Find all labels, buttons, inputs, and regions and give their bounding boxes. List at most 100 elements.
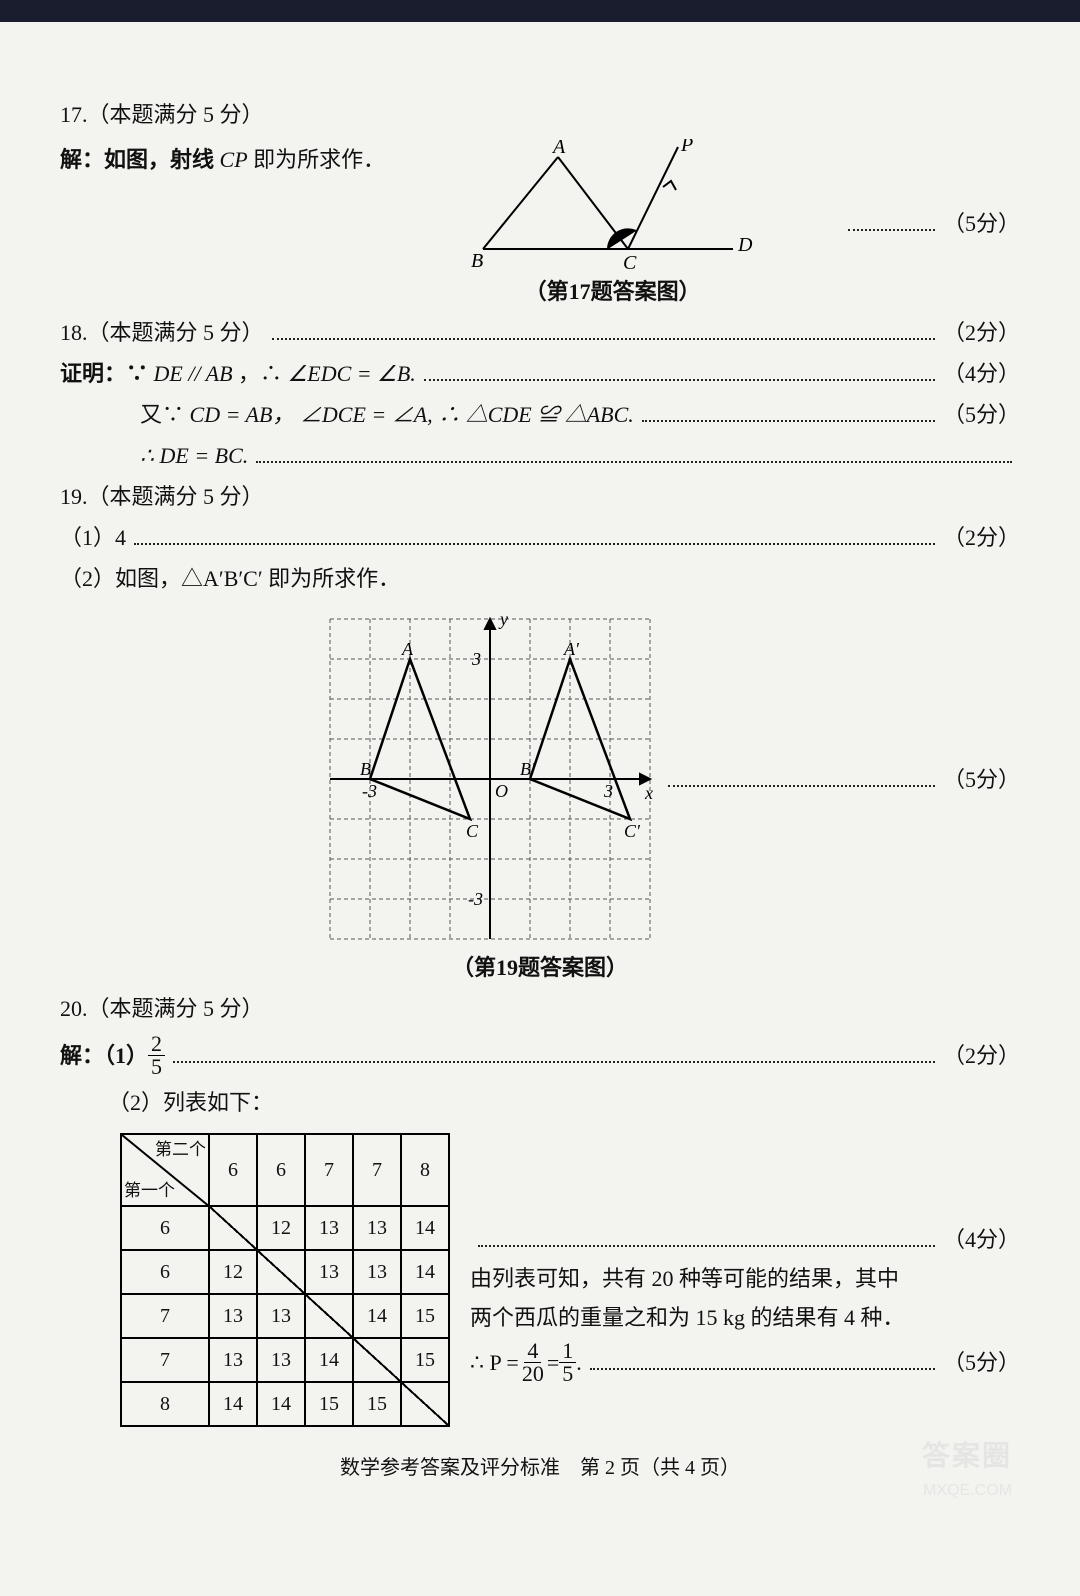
q18-pts-b: （4分） xyxy=(943,357,1020,390)
q20-header-text: 20.（本题满分 5 分） xyxy=(60,992,264,1025)
q19-p2-pts: （5分） xyxy=(943,763,1020,796)
q18-pts-a: （2分） xyxy=(943,316,1020,349)
q19-p1-label: （1） xyxy=(60,525,115,550)
svg-text:A: A xyxy=(401,639,414,659)
svg-text:C′: C′ xyxy=(624,821,641,841)
svg-text:-3: -3 xyxy=(468,889,483,909)
q20-tbl-pts: （4分） xyxy=(943,1223,1020,1256)
dots-icon xyxy=(173,1043,935,1063)
svg-text:3: 3 xyxy=(471,649,481,669)
table-cell: 13 xyxy=(257,1294,305,1338)
q20-concl-pts: （5分） xyxy=(943,1346,1020,1379)
table-cell xyxy=(209,1206,257,1250)
dots-icon xyxy=(134,525,935,545)
q20-concl-pre: ∴ P = xyxy=(470,1346,519,1379)
table-cell: 15 xyxy=(353,1382,401,1426)
q18-l1-pre: 证明：∵ xyxy=(60,361,154,386)
q17-label-C: C xyxy=(623,252,637,274)
q20-p1: 解：（1） 25 （2分） xyxy=(60,1033,1020,1078)
dots-icon xyxy=(272,320,935,340)
table-cell: 12 xyxy=(209,1250,257,1294)
table-cell: 14 xyxy=(401,1206,449,1250)
q17-figure-block: A B C D P （第17题答案图） xyxy=(385,139,840,308)
q18-line2: 又∵ CD = AB， ∠DCE = ∠A, ∴ △CDE ≌ △ABC. （5… xyxy=(60,398,1020,431)
dots-icon xyxy=(478,1227,935,1247)
q19-p2: （2）如图，△A′B′C′ 即为所求作． xyxy=(60,562,400,595)
svg-text:O: O xyxy=(495,781,508,801)
svg-text:B′: B′ xyxy=(520,759,536,779)
q20-table: 第二个第一个6677861213131461213131471313141571… xyxy=(120,1133,450,1427)
q17-points: （5分） xyxy=(943,207,1020,240)
dots-icon xyxy=(256,443,1012,463)
q20-f2d: 5 xyxy=(559,1363,576,1385)
q17-label-B: B xyxy=(471,250,483,272)
q20-p1-pts: （2分） xyxy=(943,1039,1020,1072)
q19-figure-block: ABC A′B′C′ O xy -33 3-3 xyxy=(320,609,660,949)
q18-l1-a: DE // AB xyxy=(154,361,233,386)
table-cell: 14 xyxy=(305,1338,353,1382)
dots-icon xyxy=(424,361,935,381)
q18-l2-a: CD = AB， ∠DCE = ∠A, xyxy=(190,402,433,427)
table-cell: 12 xyxy=(257,1206,305,1250)
q18-l1-mid: ，∴ xyxy=(233,361,288,386)
table-cell: 13 xyxy=(353,1250,401,1294)
q20-p1-num: 2 xyxy=(148,1033,165,1056)
q17-header: 17.（本题满分 5 分） xyxy=(60,98,1020,131)
table-cell: 14 xyxy=(353,1294,401,1338)
q18-l2-pre: 又∵ xyxy=(140,402,190,427)
q20-concl-suf: . xyxy=(576,1346,582,1379)
q20-explanation: （4分） 由列表可知，共有 20 种等可能的结果，其中 两个西瓜的重量之和为 1… xyxy=(470,1127,1020,1391)
q18-line1: 证明：∵ DE // AB ，∴ ∠EDC = ∠B. （4分） xyxy=(60,357,1020,390)
q20-p2: （2）列表如下： xyxy=(108,1086,273,1119)
q17-figure-svg: A B C D P xyxy=(463,139,763,279)
q17-label-P: P xyxy=(680,139,693,156)
table-col-header: 6 xyxy=(257,1134,305,1206)
table-col-header: 6 xyxy=(209,1134,257,1206)
q20-f2n: 1 xyxy=(559,1340,576,1363)
q20-p1-prefix: 解：（1） xyxy=(60,1039,148,1072)
svg-text:-3: -3 xyxy=(362,781,377,801)
q17-sol-suffix: 即为所求作． xyxy=(248,147,386,172)
table-cell: 13 xyxy=(257,1338,305,1382)
table-col-header: 8 xyxy=(401,1134,449,1206)
q18-pts-c: （5分） xyxy=(943,398,1020,431)
q20-header: 20.（本题满分 5 分） xyxy=(60,992,1020,1025)
dots-icon xyxy=(590,1350,935,1370)
page-footer: 数学参考答案及评分标准 第 2 页（共 4 页） xyxy=(60,1453,1020,1483)
table-cell: 13 xyxy=(209,1338,257,1382)
q18-header: 18.（本题满分 5 分） xyxy=(60,316,264,349)
table-cell: 15 xyxy=(401,1294,449,1338)
table-cell: 13 xyxy=(353,1206,401,1250)
q18-l1-b: ∠EDC = ∠B. xyxy=(288,361,416,386)
svg-text:C: C xyxy=(466,821,479,841)
q17-sol-prefix: 解：如图，射线 xyxy=(60,147,220,172)
q19-p1: （1）4 （2分） xyxy=(60,521,1020,554)
q17-label-A: A xyxy=(551,139,566,158)
table-col-header: 7 xyxy=(353,1134,401,1206)
q20-concl-eq: = xyxy=(547,1346,559,1379)
q19-header-text: 19.（本题满分 5 分） xyxy=(60,480,264,513)
q18-header-row: 18.（本题满分 5 分） （2分） xyxy=(60,316,1020,349)
q18-l3: ∴ DE = BC. xyxy=(140,439,248,472)
svg-text:B: B xyxy=(360,759,371,779)
watermark-l2: MXQE.COM xyxy=(923,1479,1012,1503)
q17-header-text: 17.（本题满分 5 分） xyxy=(60,98,264,131)
table-row-header: 6 xyxy=(121,1206,209,1250)
svg-text:y: y xyxy=(498,609,508,629)
svg-text:x: x xyxy=(644,783,653,803)
watermark-l1: 答案圈 xyxy=(922,1435,1012,1477)
q19-caption: （第19题答案图） xyxy=(60,951,1020,984)
q19-figure-svg: ABC A′B′C′ O xy -33 3-3 xyxy=(320,609,660,949)
table-row-header: 6 xyxy=(121,1250,209,1294)
q17-label-D: D xyxy=(737,234,753,256)
table-cell: 13 xyxy=(305,1206,353,1250)
q20-f1d: 20 xyxy=(519,1363,547,1385)
q17-caption: （第17题答案图） xyxy=(525,275,701,308)
q20-p1-frac: 25 xyxy=(148,1033,165,1078)
q20-exp-l1: 由列表可知，共有 20 种等可能的结果，其中 xyxy=(470,1262,1020,1295)
table-row-header: 7 xyxy=(121,1294,209,1338)
q20-exp-l2: 两个西瓜的重量之和为 15 kg 的结果有 4 种． xyxy=(470,1301,1020,1334)
table-cell: 13 xyxy=(209,1294,257,1338)
q19-p1-pts: （2分） xyxy=(943,521,1020,554)
table-cell xyxy=(401,1382,449,1426)
